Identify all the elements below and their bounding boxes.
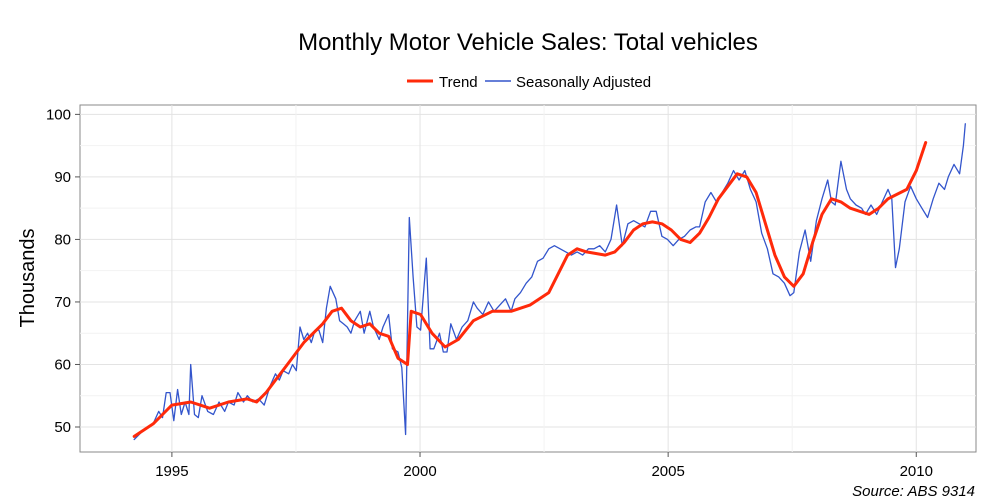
chart-title: Monthly Motor Vehicle Sales: Total vehic… [298,29,758,56]
y-tick-label: 100 [46,106,71,123]
x-tick-label: 1995 [155,463,188,480]
legend-label-trend: Trend [439,74,478,91]
y-tick-label: 60 [54,356,71,373]
x-tick-label: 2000 [403,463,436,480]
y-tick-label: 50 [54,419,71,436]
axis-layer: 50 60 70 80 90 100 1995 2000 2005 2010 [46,106,933,480]
legend-label-seasonally-adjusted: Seasonally Adjusted [516,74,651,91]
y-tick-label: 90 [54,169,71,186]
y-tick-label: 70 [54,294,71,311]
series-layer [132,123,966,441]
x-tick-label: 2005 [651,463,684,480]
source-note: Source: ABS 9314 [852,483,975,500]
series-line-trend [132,141,928,438]
legend: Trend Seasonally Adjusted [407,74,651,91]
grid [80,105,976,452]
x-tick-label: 2010 [900,463,933,480]
plot-panel [79,104,977,453]
y-axis-title: Thousands [17,229,39,328]
y-tick-label: 80 [54,231,71,248]
